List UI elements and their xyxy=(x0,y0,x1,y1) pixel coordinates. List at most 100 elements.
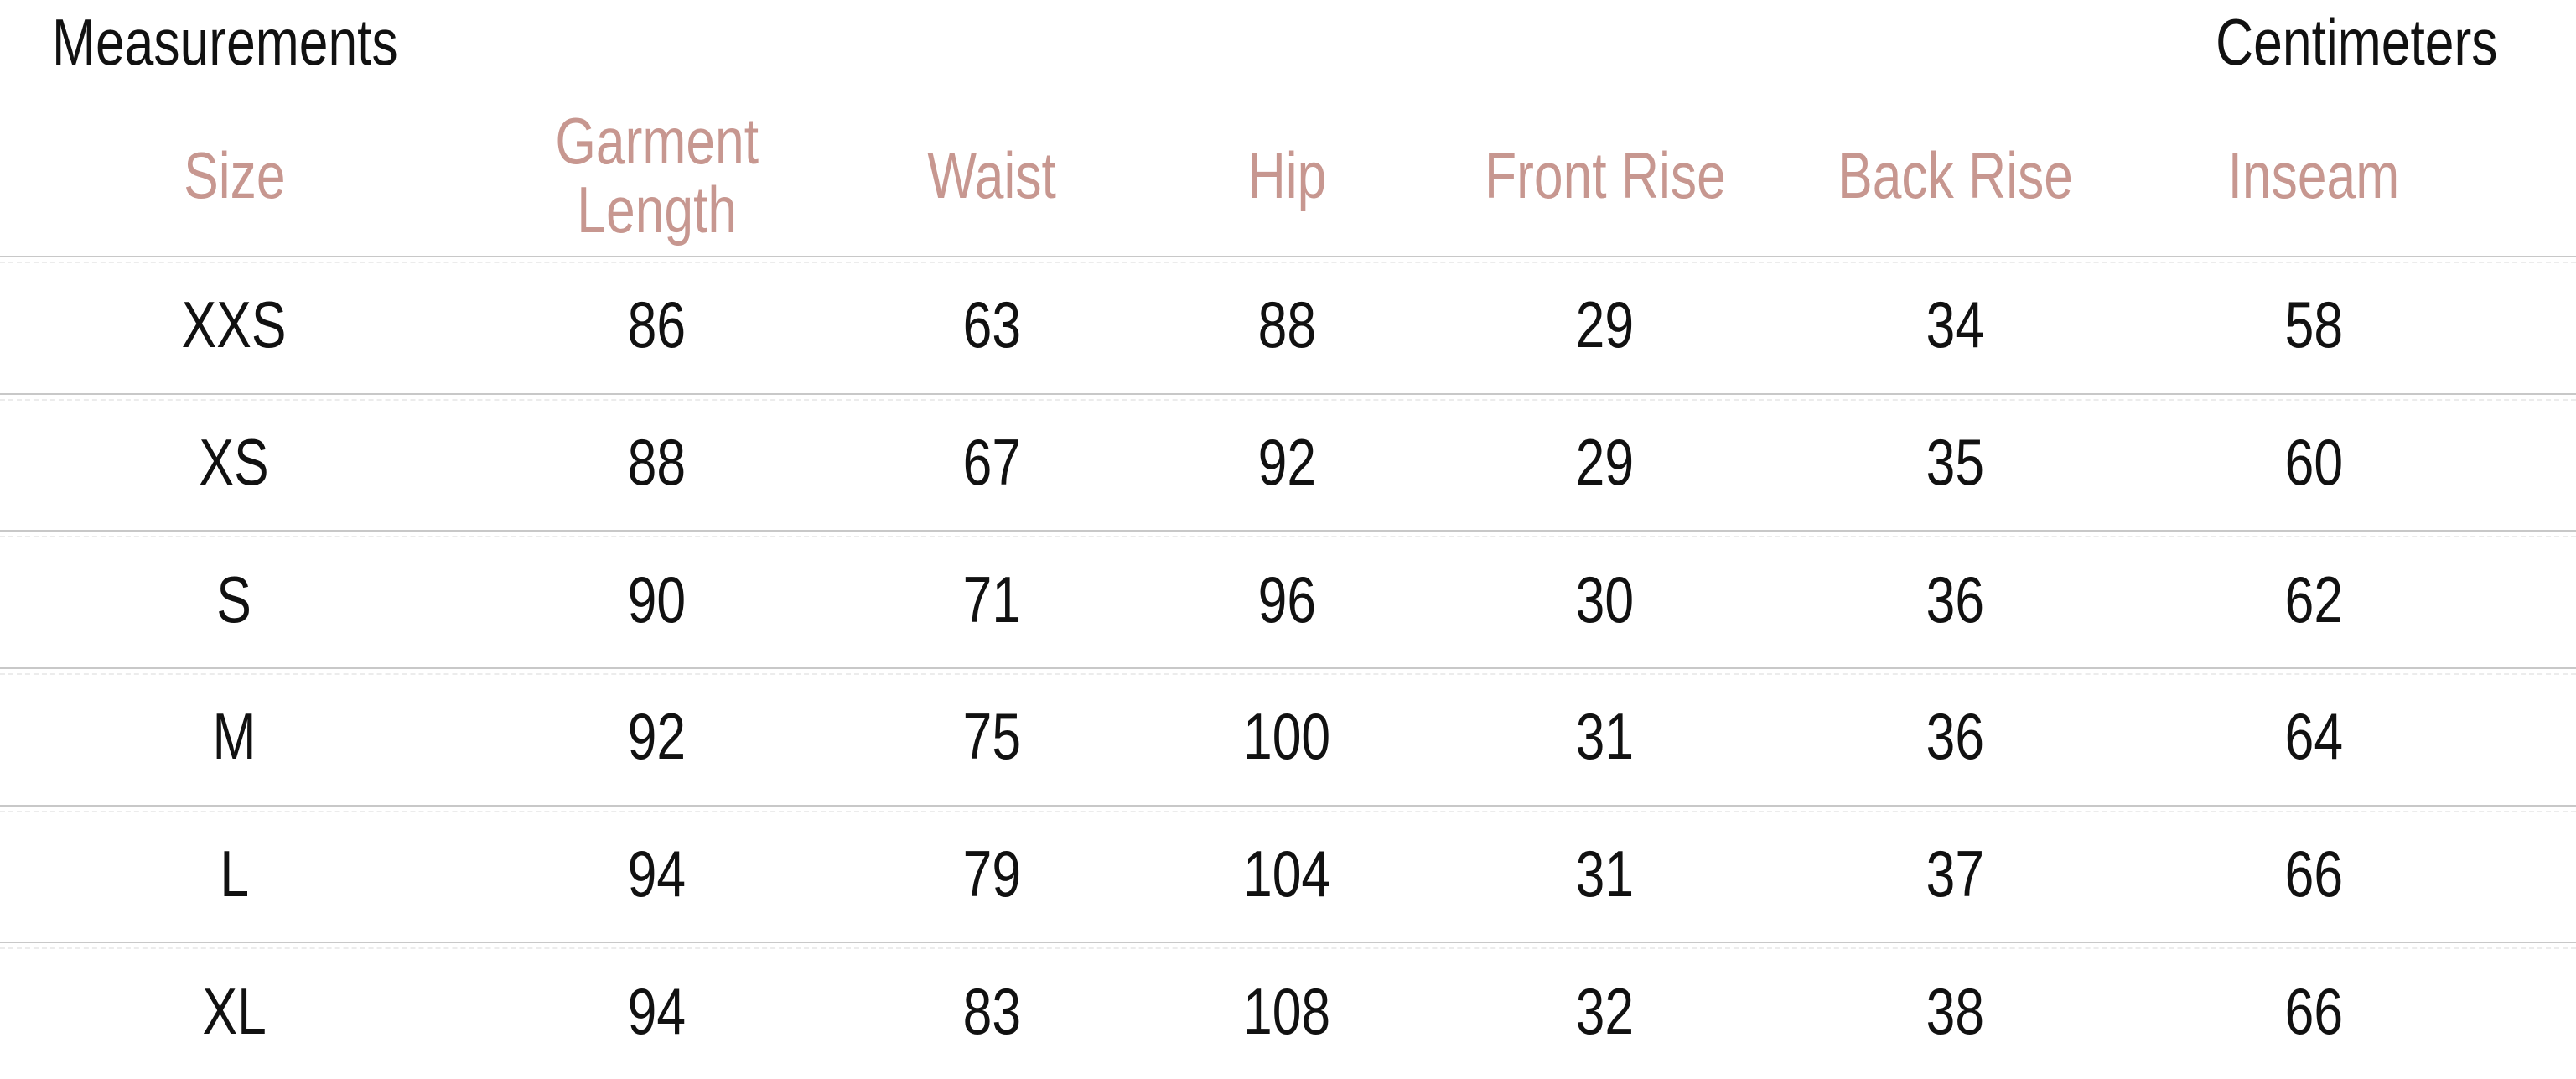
measurement-cell: 104 xyxy=(1139,836,1436,912)
measurement-cell: 88 xyxy=(1139,287,1436,363)
measurement-cell: 36 xyxy=(1775,698,2136,775)
measurement-cell-text: 34 xyxy=(1926,288,1984,362)
measurement-cell: 90 xyxy=(469,562,845,638)
measurement-cell: 31 xyxy=(1435,836,1774,912)
measurement-cell-text: 29 xyxy=(1575,288,1635,362)
column-header-size: Size xyxy=(0,137,469,212)
measurement-cell: 66 xyxy=(2136,973,2492,1050)
column-header-garment-length-text: Garment Length xyxy=(555,104,759,246)
column-header-garment-length: Garment Length xyxy=(469,107,845,243)
size-cell-text: S xyxy=(216,562,252,636)
size-cell: XXS xyxy=(0,287,469,363)
measurement-cell: 36 xyxy=(1775,562,2136,638)
size-cell: XL xyxy=(0,973,469,1050)
column-header-hip-text: Hip xyxy=(1247,137,1327,212)
size-cell-text: L xyxy=(220,837,249,911)
measurement-cell-text: 92 xyxy=(627,699,687,774)
table-header-row: Size Garment Length Waist Hip Front Rise… xyxy=(0,75,2576,256)
measurement-cell: 64 xyxy=(2136,698,2492,775)
measurement-cell-text: 58 xyxy=(2284,288,2344,362)
size-cell-text: XL xyxy=(202,973,267,1048)
page-title-text: Measurements xyxy=(52,5,398,79)
measurement-cell-text: 62 xyxy=(2284,562,2344,636)
measurement-cell: 32 xyxy=(1435,973,1774,1050)
measurement-cell: 60 xyxy=(2136,424,2492,501)
measurement-cell: 100 xyxy=(1139,698,1436,775)
table-row-xxs: XXS 86 63 88 29 34 58 xyxy=(0,256,2576,393)
measurement-cell-text: 37 xyxy=(1926,837,1984,911)
measurement-cell-text: 75 xyxy=(962,699,1021,774)
size-cell: L xyxy=(0,836,469,912)
column-header-front-rise: Front Rise xyxy=(1435,137,1774,212)
units-label-text: Centimeters xyxy=(2215,5,2497,79)
measurement-cell-text: 100 xyxy=(1243,699,1331,774)
column-header-front-rise-text: Front Rise xyxy=(1484,137,1726,212)
measurement-cell: 71 xyxy=(845,562,1139,638)
measurement-cell: 86 xyxy=(469,287,845,363)
measurement-cell: 58 xyxy=(2136,287,2492,363)
size-cell-text: XS xyxy=(199,425,270,500)
measurement-cell-text: 92 xyxy=(1257,425,1317,500)
measurement-cell: 63 xyxy=(845,287,1139,363)
measurement-cell-text: 35 xyxy=(1926,425,1984,500)
column-header-size-text: Size xyxy=(183,137,286,212)
column-header-inseam: Inseam xyxy=(2136,137,2492,212)
measurement-cell-text: 36 xyxy=(1926,699,1984,774)
measurement-cell-text: 29 xyxy=(1575,425,1635,500)
column-header-hip: Hip xyxy=(1139,137,1436,212)
table-row-xs: XS 88 67 92 29 35 60 xyxy=(0,392,2576,531)
measurement-cell: 88 xyxy=(469,424,845,501)
measurement-cell-text: 94 xyxy=(627,973,687,1048)
column-header-inseam-text: Inseam xyxy=(2228,137,2400,212)
measurement-cell-text: 88 xyxy=(1257,288,1317,362)
measurement-cell-text: 32 xyxy=(1575,973,1635,1048)
table-row-xl: XL 94 83 108 32 38 66 xyxy=(0,942,2576,1079)
measurement-cell-text: 31 xyxy=(1575,837,1635,911)
measurement-cell: 29 xyxy=(1435,424,1774,501)
measurement-cell-text: 71 xyxy=(962,562,1021,636)
size-cell-text: XXS xyxy=(182,288,287,362)
measurement-cell-text: 96 xyxy=(1257,562,1317,636)
measurement-cell: 94 xyxy=(469,973,845,1050)
column-header-waist-text: Waist xyxy=(927,137,1057,212)
measurement-cell-text: 86 xyxy=(627,288,687,362)
measurement-cell-text: 104 xyxy=(1243,837,1331,911)
measurement-cell-text: 30 xyxy=(1575,562,1635,636)
measurement-cell-text: 79 xyxy=(962,837,1021,911)
measurement-cell: 92 xyxy=(469,698,845,775)
column-header-back-rise-text: Back Rise xyxy=(1837,137,2073,212)
measurement-cell-text: 108 xyxy=(1243,973,1331,1048)
measurement-cell: 94 xyxy=(469,836,845,912)
measurement-cell-text: 88 xyxy=(627,425,687,500)
measurement-cell: 34 xyxy=(1775,287,2136,363)
measurement-cell: 62 xyxy=(2136,562,2492,638)
measurement-cell: 31 xyxy=(1435,698,1774,775)
measurement-cell-text: 83 xyxy=(962,973,1021,1048)
measurement-cell: 83 xyxy=(845,973,1139,1050)
measurement-cell-text: 66 xyxy=(2284,973,2344,1048)
column-header-waist: Waist xyxy=(845,137,1139,212)
measurement-cell: 96 xyxy=(1139,562,1436,638)
measurement-cell: 35 xyxy=(1775,424,2136,501)
measurement-cell: 92 xyxy=(1139,424,1436,501)
measurement-cell: 38 xyxy=(1775,973,2136,1050)
size-cell: XS xyxy=(0,424,469,501)
size-cell: S xyxy=(0,562,469,638)
table-row-s: S 90 71 96 30 36 62 xyxy=(0,530,2576,667)
measurement-cell: 30 xyxy=(1435,562,1774,638)
measurement-cell-text: 94 xyxy=(627,837,687,911)
measurement-cell-text: 38 xyxy=(1926,973,1984,1048)
chart-header: Measurements Centimeters xyxy=(0,0,2576,79)
measurement-cell: 37 xyxy=(1775,836,2136,912)
table-row-l: L 94 79 104 31 37 66 xyxy=(0,804,2576,942)
measurement-cell-text: 63 xyxy=(962,288,1021,362)
measurement-cell: 108 xyxy=(1139,973,1436,1050)
size-cell-text: M xyxy=(212,699,257,774)
measurement-cell: 66 xyxy=(2136,836,2492,912)
measurement-cell: 67 xyxy=(845,424,1139,501)
measurement-cell-text: 31 xyxy=(1575,699,1635,774)
measurement-cell-text: 66 xyxy=(2284,837,2344,911)
measurement-cell-text: 90 xyxy=(627,562,687,636)
measurement-cell-text: 36 xyxy=(1926,562,1984,636)
